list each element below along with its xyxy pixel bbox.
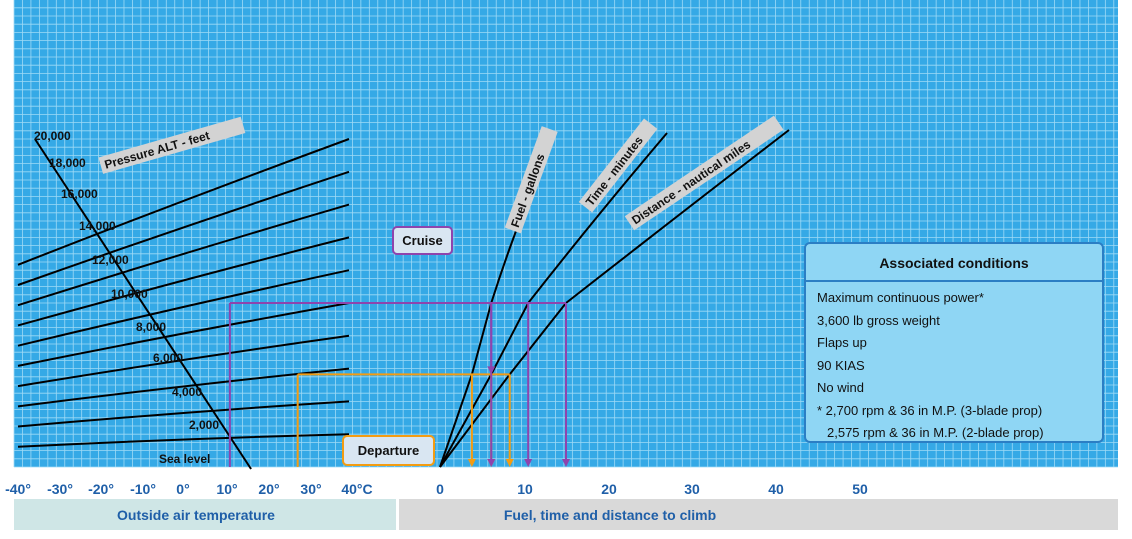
climb-curve <box>439 129 790 468</box>
example-path-arrow <box>524 459 533 467</box>
altitude-label-2000: 2,000 <box>189 418 219 432</box>
pressure-altitude-line <box>17 400 350 428</box>
pressure-altitude-line <box>17 367 350 408</box>
temperature-axis-band <box>14 499 396 530</box>
example-path-arrow <box>467 459 476 467</box>
climb-axis: 0 10 20 30 40 50 <box>436 481 868 497</box>
condition-item: 3,600 lb gross weight <box>817 312 940 328</box>
pressure-altitude-line <box>17 170 350 286</box>
condition-item: Maximum continuous power* <box>817 290 984 305</box>
associated-conditions-box: Associated conditions Maximum continuous… <box>804 242 1104 443</box>
altitude-label-sea-level: Sea level <box>159 452 210 466</box>
temp-tick: -40° <box>5 481 31 497</box>
climb-tick: 50 <box>852 481 868 497</box>
temp-tick: 20° <box>258 481 279 497</box>
condition-item: 90 KIAS <box>817 357 865 373</box>
pressure-altitude-line <box>17 203 350 307</box>
example-path-arrow <box>562 459 570 467</box>
condition-item: * 2,700 rpm & 36 in M.P. (3-blade prop) <box>817 402 1043 418</box>
altitude-label-18000: 18,000 <box>49 156 86 170</box>
departure-tag: Departure <box>342 435 435 466</box>
temp-tick: 40°C <box>341 481 372 497</box>
pressure-altitude-line <box>17 433 350 448</box>
altitude-label-10000: 10,000 <box>111 287 148 301</box>
example-path-arrow <box>487 459 496 467</box>
cruise-tag: Cruise <box>392 226 453 255</box>
condition-item: No wind <box>817 380 864 395</box>
temp-tick: 30° <box>300 481 321 497</box>
climb-tick: 0 <box>436 481 444 497</box>
climb-axis-band <box>399 499 1118 530</box>
pressure-altitude-lines <box>17 138 350 448</box>
climb-tick: 20 <box>601 481 617 497</box>
altitude-label-16000: 16,000 <box>61 187 98 201</box>
climb-tick: 30 <box>684 481 700 497</box>
pressure-altitude-line <box>17 236 350 327</box>
example-paths <box>228 302 570 467</box>
climb-tick: 10 <box>517 481 533 497</box>
temperature-axis-title: Outside air temperature <box>117 507 275 523</box>
pressure-altitude-line <box>17 334 350 388</box>
temp-tick: 0° <box>176 481 189 497</box>
temp-tick: -30° <box>47 481 73 497</box>
climb-axis-title: Fuel, time and distance to climb <box>504 507 716 523</box>
temp-tick: 10° <box>216 481 237 497</box>
temperature-guide-line <box>34 138 252 470</box>
altitude-label-20000: 20,000 <box>34 129 71 143</box>
pressure-altitude-line <box>17 138 350 266</box>
example-path-arrow <box>505 459 514 467</box>
condition-item: 2,575 rpm & 36 in M.P. (2-blade prop) <box>827 425 1044 440</box>
altitude-label-6000: 6,000 <box>153 351 183 365</box>
altitude-label-12000: 12,000 <box>92 253 129 267</box>
condition-item: Flaps up <box>817 335 867 350</box>
altitude-labels: Sea level 2,000 4,000 6,000 8,000 10,000… <box>34 129 219 466</box>
conditions-title: Associated conditions <box>806 244 1102 282</box>
temp-tick: -10° <box>130 481 156 497</box>
conditions-list: Maximum continuous power* 3,600 lb gross… <box>806 282 1102 441</box>
cruise-fuel-arrow <box>487 366 496 375</box>
pressure-altitude-line <box>17 269 350 347</box>
climb-curve <box>439 132 668 468</box>
standard-temperature-line <box>34 138 252 470</box>
temp-tick: -20° <box>88 481 114 497</box>
altitude-label-4000: 4,000 <box>172 385 202 399</box>
temperature-axis: -40° -30° -20° -10° 0° 10° 20° 30° 40°C <box>5 481 373 497</box>
altitude-label-14000: 14,000 <box>79 219 116 233</box>
altitude-label-8000: 8,000 <box>136 320 166 334</box>
pressure-altitude-line <box>17 302 350 367</box>
climb-tick: 40 <box>768 481 784 497</box>
